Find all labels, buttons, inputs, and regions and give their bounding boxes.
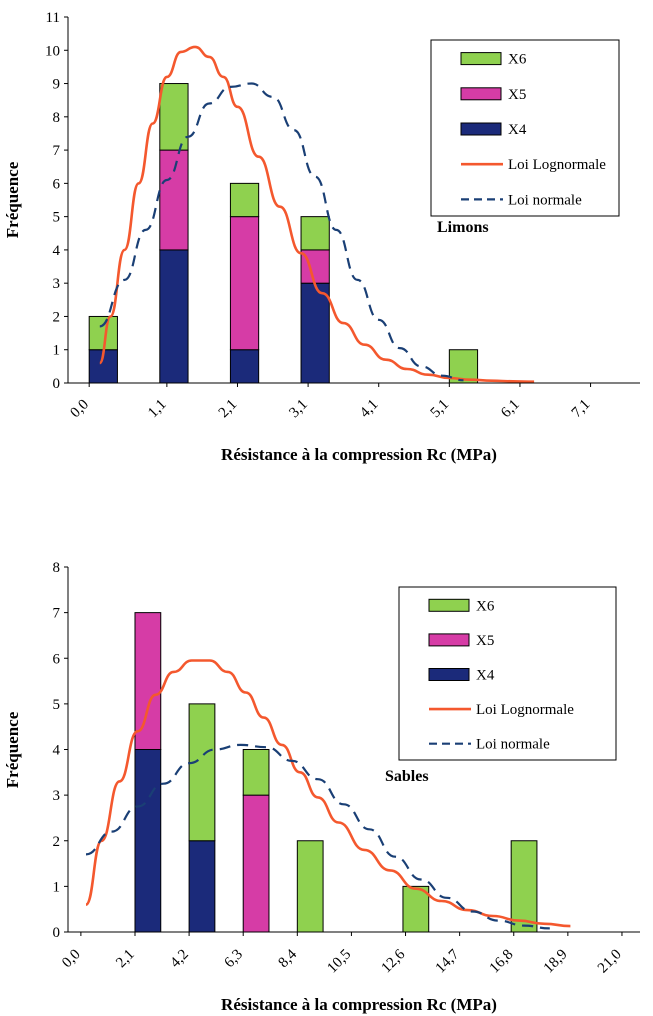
bar-segment-x5 — [134, 612, 162, 750]
y-tick-label: 3 — [53, 788, 61, 804]
normal-curve — [99, 82, 464, 382]
y-tick-label: 4 — [53, 743, 61, 759]
y-tick-label: 5 — [53, 210, 61, 226]
legend: X6 X5 X4 Loi Lognormale Loi normale — [398, 586, 617, 761]
bar-segment-x6 — [229, 182, 260, 218]
bar-segment-x6 — [510, 840, 538, 933]
x-tick-label: 18,9 — [541, 947, 571, 977]
bar-segment-x5 — [242, 794, 270, 933]
y-axis-title: Fréquence — [3, 711, 22, 788]
legend-swatch-x5 — [428, 633, 470, 647]
chart-sables: 0 1 2 3 4 5 6 7 8 0,0 2,1 4,2 6,3 8,4 10,5 12,6 14,7 16,8… — [3, 560, 640, 1014]
bar-segment-x4 — [134, 749, 162, 933]
y-axis-title: Fréquence — [3, 161, 22, 238]
y-tick-label: 4 — [53, 243, 61, 259]
y-tick-label: 8 — [53, 560, 61, 576]
y-tick-label: 6 — [53, 176, 61, 192]
bar-segment-x6 — [242, 749, 270, 796]
y-tick-label: 8 — [53, 110, 61, 126]
chart-limons: 0 1 2 3 4 5 6 7 8 9 10 11 0,0 1,1 2,1 3,1 4,1 5,1 6,1 7,1 Ré… — [3, 10, 640, 464]
bar-segment-x5 — [159, 149, 189, 251]
x-tick-label: 5,1 — [428, 397, 453, 422]
x-tick-label: 4,1 — [357, 397, 382, 422]
bar-segment-x6 — [188, 703, 216, 842]
y-tick-label: 5 — [53, 697, 61, 713]
x-tick-label: 2,1 — [113, 947, 138, 972]
legend-label: Loi normale — [476, 737, 550, 753]
y-tick-label: 9 — [53, 77, 61, 93]
x-tick-label: 0,0 — [67, 397, 92, 422]
x-tick-label: 2,1 — [216, 397, 241, 422]
legend-swatch-x6 — [460, 52, 502, 66]
x-tick-label: 10,5 — [324, 947, 354, 977]
x-tick-label: 8,4 — [276, 946, 301, 971]
x-axis-title: Résistance à la compression Rc (MPa) — [221, 995, 497, 1014]
legend: X6 X5 X4 Loi Lognormale Loi normale — [430, 39, 620, 217]
x-tick-label: 4,2 — [167, 947, 192, 972]
x-tick-label: 6,3 — [221, 947, 246, 972]
lognormal-curve — [84, 659, 571, 928]
legend-label: X5 — [476, 633, 494, 649]
x-tick-label: 16,8 — [487, 947, 517, 977]
legend-label: X6 — [476, 598, 495, 614]
legend-swatch-x4 — [428, 668, 470, 681]
normal-curve — [85, 743, 550, 930]
y-tick-label: 7 — [53, 606, 61, 622]
legend-label: X4 — [476, 668, 495, 684]
bar-segment-x4 — [159, 249, 189, 384]
y-tick-label: 3 — [53, 276, 61, 292]
bar-segment-x6 — [402, 885, 430, 933]
y-tick-label: 10 — [45, 43, 60, 59]
y-tick-label: 11 — [46, 10, 60, 26]
y-tick-label: 2 — [53, 834, 61, 850]
x-axis-title: Résistance à la compression Rc (MPa) — [221, 445, 497, 464]
bar-segment-x6 — [159, 83, 189, 151]
x-tick-label: 3,1 — [286, 397, 311, 422]
y-tick-label: 1 — [53, 879, 61, 895]
y-tick-label: 7 — [53, 143, 61, 159]
soil-type-label: Sables — [385, 768, 429, 785]
x-tick-label: 6,1 — [498, 397, 523, 422]
legend-label: Loi Lognormale — [508, 157, 606, 173]
y-tick-label: 0 — [53, 925, 61, 941]
legend-label: Loi Lognormale — [476, 702, 574, 718]
y-tick-label: 2 — [53, 309, 61, 325]
bar-segment-x4 — [229, 349, 260, 384]
lognormal-curve — [98, 45, 535, 383]
soil-type-label: Limons — [437, 219, 489, 236]
legend-label: X4 — [508, 122, 527, 138]
legend-label: Loi normale — [508, 192, 582, 208]
y-tick-label: 1 — [53, 343, 61, 359]
legend-label: X5 — [508, 87, 526, 103]
legend-swatch-x4 — [460, 122, 502, 136]
x-tick-label: 7,1 — [569, 397, 594, 422]
y-tick-label: 0 — [53, 376, 61, 392]
x-tick-label: 21,0 — [595, 947, 625, 977]
bar-segment-x6 — [300, 216, 330, 251]
legend-swatch-x5 — [460, 87, 502, 101]
x-tick-label: 12,6 — [378, 946, 408, 976]
legend-label: X6 — [508, 52, 527, 68]
x-tick-label: 1,1 — [145, 397, 170, 422]
x-tick-label: 14,7 — [433, 946, 463, 976]
x-tick-label: 0,0 — [59, 947, 84, 972]
legend-swatch-x6 — [428, 598, 470, 612]
bar-segment-x6 — [296, 840, 324, 933]
bar-segment-x5 — [229, 216, 260, 351]
bar-segment-x4 — [300, 282, 330, 384]
y-tick-label: 6 — [53, 651, 61, 667]
bar-segment-x4 — [188, 840, 216, 933]
